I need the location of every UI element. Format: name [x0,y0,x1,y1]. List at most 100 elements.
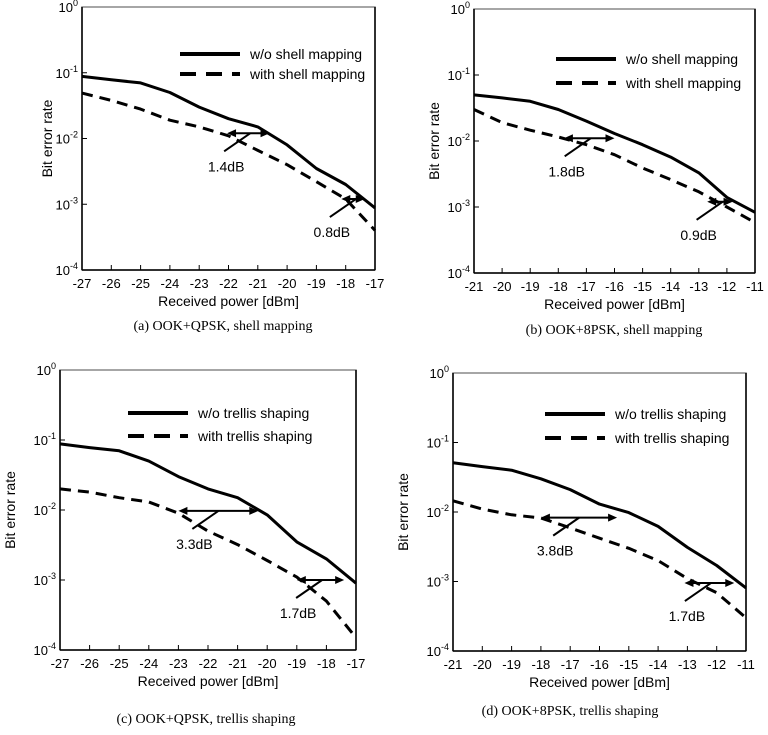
x-tick-label: -14 [661,279,680,294]
y-tick-label: 10-1 [448,66,470,83]
x-tick-label: -15 [619,657,638,672]
x-tick-label: -17 [366,276,385,291]
x-tick-label: -27 [73,276,92,291]
x-tick-label: -21 [444,657,463,672]
arrowhead-left-icon [684,579,694,588]
arrowhead-right-icon [335,576,345,584]
series-line-with [473,108,756,224]
annotation-label: 0.8dB [314,224,351,240]
series-line-without [452,461,747,590]
annotation-leader-line [552,516,580,537]
x-tick-label: -26 [80,656,99,671]
legend-label: w/o shell mapping [625,51,738,67]
x-tick-label: -21 [248,276,267,291]
annotation-label: 1.7dB [669,608,706,624]
y-tick-label: 100 [430,364,449,381]
x-tick-label: -13 [689,279,708,294]
annotation-label: 3.3dB [176,536,213,552]
annotation-leader-line [684,582,712,602]
series-line-without [473,93,756,214]
y-tick-label: 100 [59,0,78,15]
x-tick-label: -17 [561,657,580,672]
annotation-label: 3.8dB [537,543,574,559]
annotation-leader-line [329,198,357,218]
x-tick-label: -23 [169,656,188,671]
arrowhead-right-icon [605,134,615,143]
arrowhead-left-icon [341,195,351,204]
x-tick-label: -22 [199,656,218,671]
annotation-leader-line [223,132,251,153]
x-axis-title: Received power [dBm] [544,296,685,312]
legend-label: w/o shell mapping [249,46,362,62]
series-line-with [81,91,377,232]
annotation-leader-line [696,200,724,221]
x-tick-label: -23 [190,276,209,291]
x-tick-label: -22 [219,276,238,291]
legend-label: w/o trellis shaping [197,405,309,421]
arrowhead-left-icon [707,197,717,206]
x-tick-label: -21 [465,279,484,294]
legend-label: with trellis shaping [197,428,312,444]
y-tick-label: 10-1 [427,434,449,451]
x-tick-label: -18 [549,279,568,294]
x-tick-label: -24 [139,656,158,671]
arrowhead-left-icon [563,134,573,143]
y-tick-label: 10-3 [448,198,470,215]
arrowhead-left-icon [227,129,237,138]
arrowhead-right-icon [249,506,259,515]
legend-label: w/o trellis shaping [614,406,726,422]
x-tick-label: -11 [746,279,764,294]
y-tick-label: 10-2 [448,132,470,149]
x-tick-label: -18 [532,657,551,672]
y-axis-title: Bit error rate [2,471,18,549]
y-tick-label: 100 [451,0,470,17]
x-tick-label: -27 [51,656,70,671]
arrowhead-right-icon [725,579,735,588]
x-tick-label: -14 [649,657,668,672]
x-tick-label: -16 [605,279,624,294]
x-tick-label: -19 [287,656,306,671]
chart-panel-d: -21 -20 -19 -18 -17 -16 -15 -14 -13 -12 -11 100 10-1… [395,364,755,719]
annotation-label: 1.4dB [208,158,245,174]
y-tick-label: 10-4 [427,642,449,659]
y-tick-label: 10-4 [56,261,78,278]
arrowhead-left-icon [540,513,550,522]
x-tick-label: -11 [737,657,755,672]
legend-label: with trellis shaping [614,430,729,446]
y-axis-title: Bit error rate [395,473,411,551]
x-tick-label: -21 [228,656,247,671]
series-line-without [81,74,376,210]
x-axis-title: Received power [dBm] [138,673,279,689]
arrowhead-left-icon [178,506,188,515]
annotation-label: 1.8dB [548,163,585,179]
x-axis-title: Received power [dBm] [529,674,670,690]
legend-label: with shell mapping [625,75,741,91]
x-tick-label: -24 [161,276,180,291]
y-tick-label: 10-3 [56,195,78,212]
chart-panel-b: -21 -20 -19 -18 -17 -16 -15 -14 -13 -12 -11 100 10-1… [426,0,764,338]
x-tick-label: -25 [110,656,129,671]
annotation-leader-line [295,579,323,599]
series-line-without [59,442,357,585]
arrowhead-right-icon [608,513,618,522]
x-tick-label: -15 [633,279,652,294]
annotation-label: 1.7dB [280,605,317,621]
annotation-label: 0.9dB [680,227,717,243]
x-tick-label: -19 [502,657,521,672]
x-tick-label: -12 [707,657,726,672]
x-axis-title: Received power [dBm] [158,293,299,309]
arrowhead-right-icon [355,195,365,204]
y-tick-label: 10-4 [448,264,470,281]
annotation-leader-line [191,510,219,530]
x-tick-label: -20 [258,656,277,671]
x-tick-label: -20 [473,657,492,672]
x-tick-label: -25 [131,276,150,291]
x-tick-label: -16 [590,657,609,672]
chart-panel-a: -27 -26 -25 -24 -23 -22 -21 -20 -19 -18 -17 100 10-1… [39,0,384,334]
x-tick-label: -26 [102,276,121,291]
x-tick-label: -19 [307,276,326,291]
y-tick-label: 10-1 [34,431,56,448]
y-tick-label: 100 [37,361,56,378]
x-tick-label: -20 [278,276,297,291]
